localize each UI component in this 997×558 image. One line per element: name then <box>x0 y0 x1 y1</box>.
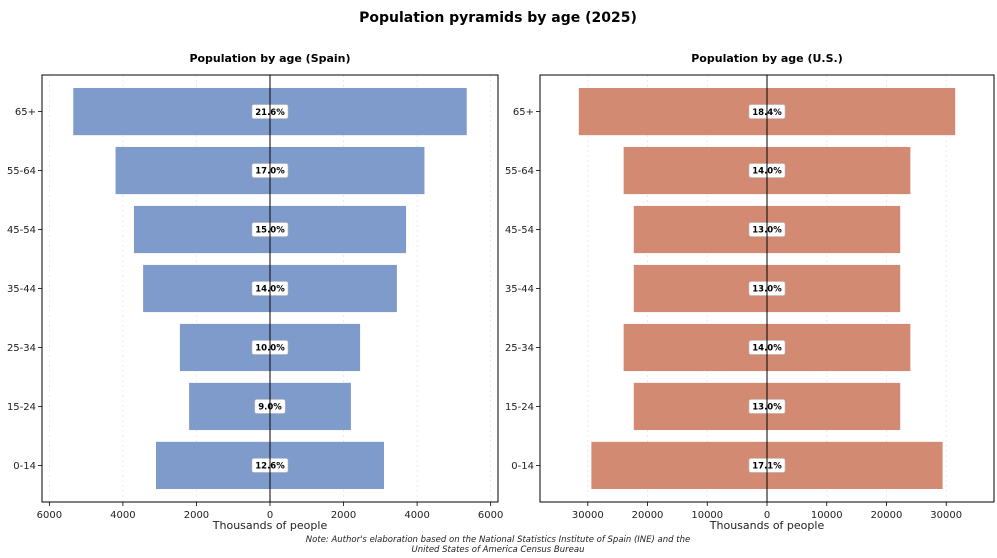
spain-chart-title: Population by age (Spain) <box>189 52 350 65</box>
x-tick-label: 0 <box>764 510 770 521</box>
y-tick-label: 55-64 <box>505 166 534 177</box>
source-note-line-1: Note: Author's elaboration based on the … <box>306 535 690 545</box>
y-tick-label: 55-64 <box>7 166 36 177</box>
spain-x-axis-label: Thousands of people <box>212 519 328 532</box>
plot-frame <box>539 74 995 503</box>
x-tick-label: 30000 <box>572 510 604 521</box>
source-note-line-2: United States of America Census Bureau <box>412 545 585 555</box>
us-chart-panel: Population by age (U.S.) 17.1%13.0%14.0%… <box>505 52 995 532</box>
x-tick-label: 6000 <box>37 510 62 521</box>
x-tick-label: 4000 <box>404 510 429 521</box>
figure-title: Population pyramids by age (2025) <box>359 10 637 26</box>
x-tick-label: 2000 <box>184 510 209 521</box>
x-tick-label: 20000 <box>632 510 664 521</box>
y-tick-label: 65+ <box>513 107 534 118</box>
y-tick-label: 15-24 <box>505 402 534 413</box>
x-tick-label: 2000 <box>331 510 356 521</box>
y-tick-label: 35-44 <box>505 284 534 295</box>
x-tick-label: 20000 <box>871 510 903 521</box>
y-tick-label: 0-14 <box>13 461 36 472</box>
x-tick-label: 4000 <box>110 510 135 521</box>
x-tick-label: 10000 <box>691 510 723 521</box>
y-tick-label: 45-54 <box>7 225 36 236</box>
spain-chart-panel: Population by age (Spain) 12.6%9.0%10.0%… <box>7 52 503 532</box>
x-tick-label: 30000 <box>930 510 962 521</box>
x-tick-label: 6000 <box>478 510 503 521</box>
us-x-axis-label: Thousands of people <box>709 519 825 532</box>
y-tick-label: 25-34 <box>7 343 36 354</box>
y-tick-label: 0-14 <box>511 461 534 472</box>
x-tick-label: 10000 <box>811 510 843 521</box>
x-tick-label: 0 <box>267 510 273 521</box>
y-tick-label: 15-24 <box>7 402 36 413</box>
y-tick-label: 25-34 <box>505 343 534 354</box>
plot-frame <box>41 74 499 503</box>
y-tick-label: 65+ <box>15 107 36 118</box>
y-tick-label: 35-44 <box>7 284 36 295</box>
y-tick-label: 45-54 <box>505 225 534 236</box>
us-chart-title: Population by age (U.S.) <box>691 52 843 65</box>
